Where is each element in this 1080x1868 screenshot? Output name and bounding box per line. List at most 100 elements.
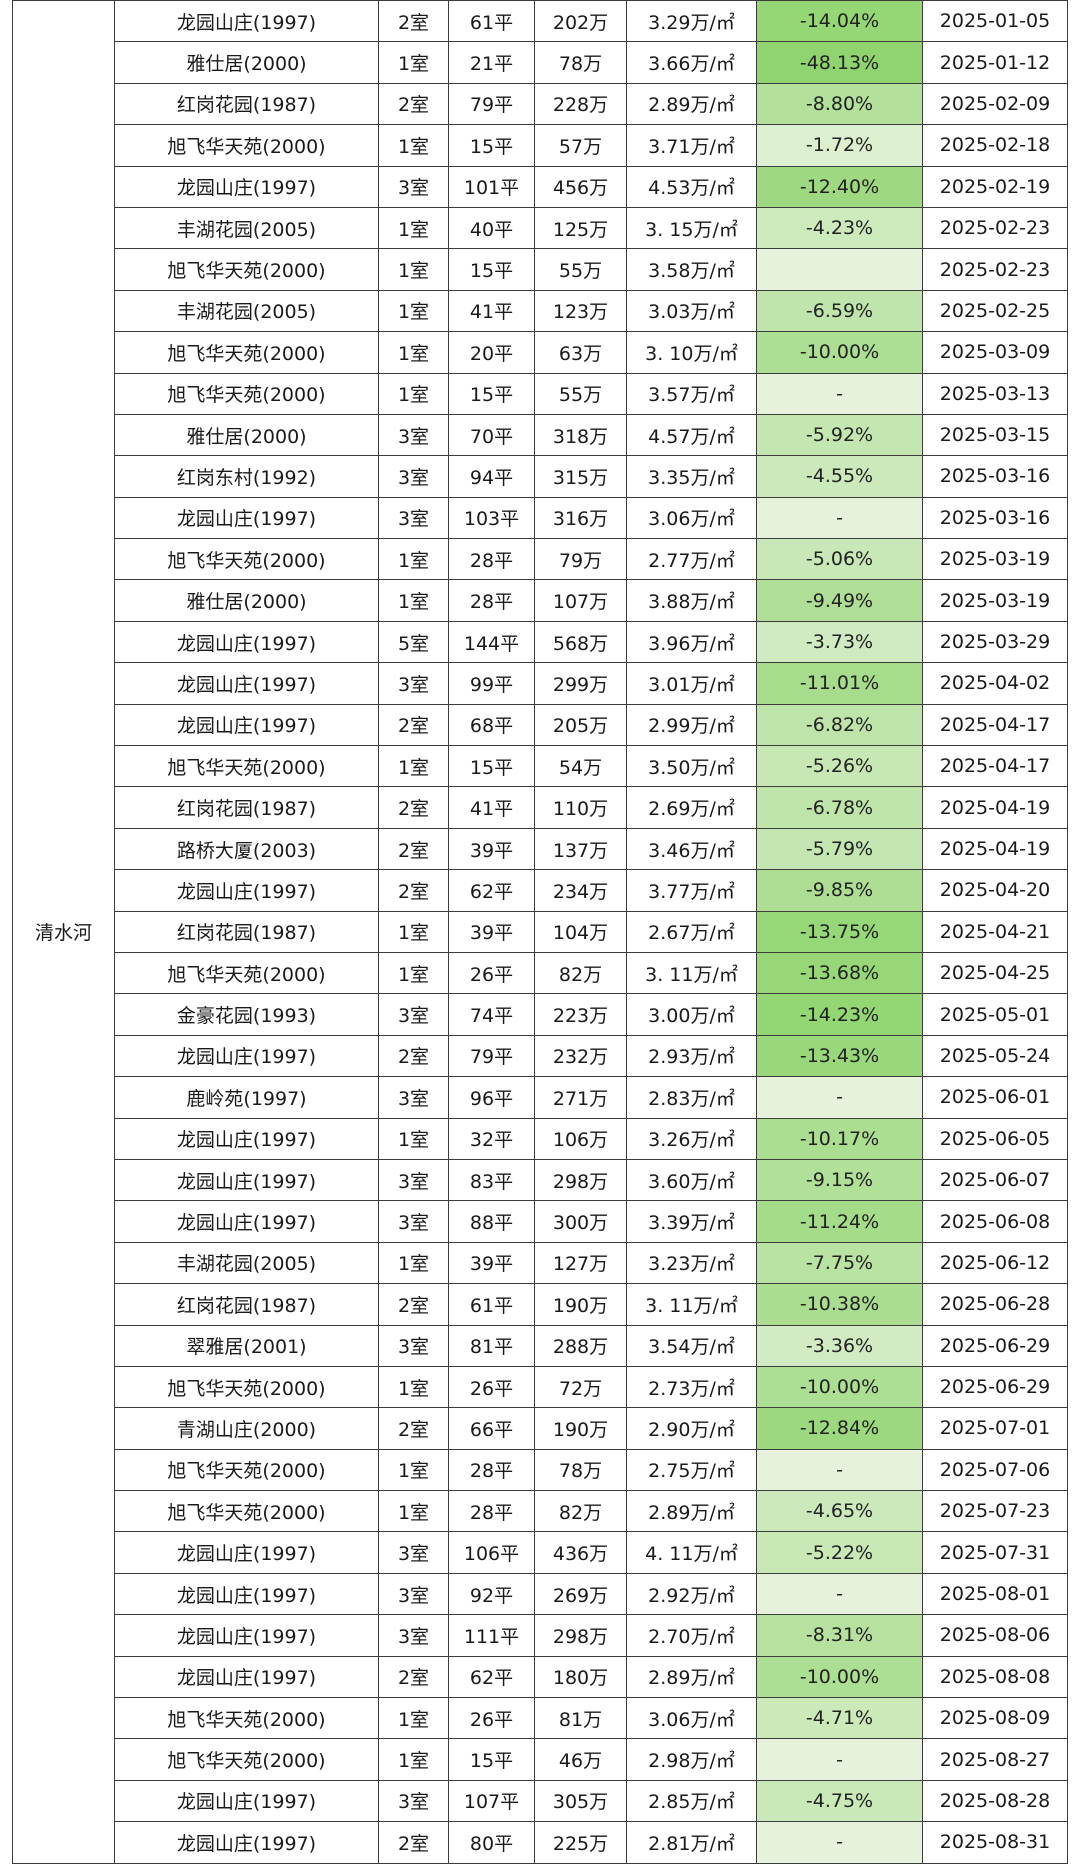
- price-change-cell: -5.06%: [756, 538, 923, 581]
- date-cell: 2025-02-19: [922, 165, 1068, 208]
- area-cell: 41平: [448, 289, 535, 333]
- area-cell: 41平: [448, 786, 535, 829]
- unit-price-cell: 2.89万/㎡: [626, 82, 757, 126]
- price-change-cell: -6.82%: [756, 703, 923, 747]
- price-change-cell: -: [756, 1076, 923, 1119]
- unit-price-cell: 2.98万/㎡: [626, 1738, 757, 1781]
- table-row: 旭飞华天苑(2000) 1室 28平 82万 2.89万/㎡ -4.65% 2025-07-…: [13, 1490, 1068, 1533]
- estate-cell: 红岗花园(1987): [114, 1283, 379, 1326]
- rooms-cell: 3室: [378, 496, 449, 540]
- price-change-cell: -5.79%: [756, 827, 923, 871]
- rooms-cell: 5室: [378, 620, 449, 664]
- unit-price-cell: 3.06万/㎡: [626, 496, 757, 540]
- estate-cell: 青湖山庄(2000): [114, 1407, 379, 1450]
- total-price-cell: 305万: [534, 1779, 627, 1823]
- estate-cell: 旭飞华天苑(2000): [114, 124, 379, 167]
- area-cell: 61平: [448, 0, 535, 43]
- area-cell: 62平: [448, 1655, 535, 1699]
- rooms-cell: 1室: [378, 41, 449, 84]
- total-price-cell: 300万: [534, 1200, 627, 1243]
- rooms-cell: 3室: [378, 1572, 449, 1616]
- date-cell: 2025-04-19: [922, 827, 1068, 871]
- total-price-cell: 316万: [534, 496, 627, 540]
- date-cell: 2025-04-25: [922, 951, 1068, 995]
- area-cell: 88平: [448, 1200, 535, 1243]
- rooms-cell: 3室: [378, 662, 449, 705]
- listings-table: 清水河 龙园山庄(1997) 2室 61平 202万 3.29万/㎡ -14.04% 2025…: [12, 0, 1068, 1864]
- total-price-cell: 234万: [534, 869, 627, 912]
- table-row: 雅仕居(2000) 3室 70平 318万 4.57万/㎡ -5.92% 2025-03-1…: [13, 413, 1068, 457]
- table-row: 红岗花园(1987) 2室 61平 190万 3. 11万/㎡ -10.38% 2025-0…: [13, 1283, 1068, 1326]
- table-row: 旭飞华天苑(2000) 1室 26平 72万 2.73万/㎡ -10.00% 2025-06…: [13, 1365, 1068, 1409]
- date-cell: 2025-08-06: [922, 1614, 1068, 1657]
- date-cell: 2025-02-09: [922, 82, 1068, 126]
- unit-price-cell: 3.96万/㎡: [626, 620, 757, 664]
- price-change-cell: -7.75%: [756, 1241, 923, 1285]
- date-cell: 2025-07-06: [922, 1448, 1068, 1492]
- date-cell: 2025-03-09: [922, 331, 1068, 374]
- area-cell: 40平: [448, 206, 535, 250]
- date-cell: 2025-03-16: [922, 496, 1068, 540]
- unit-price-cell: 3.88万/㎡: [626, 579, 757, 622]
- area-cell: 96平: [448, 1076, 535, 1119]
- price-change-cell: -: [756, 496, 923, 540]
- table-row: 清水河 龙园山庄(1997) 2室 61平 202万 3.29万/㎡ -14.04% 2025…: [12, 0, 1068, 1864]
- date-cell: 2025-02-23: [922, 248, 1068, 291]
- unit-price-cell: 2.83万/㎡: [626, 1076, 757, 1119]
- table-row: 雅仕居(2000) 1室 21平 78万 3.66万/㎡ -48.13% 2025-01-1…: [13, 41, 1068, 84]
- table-row: 龙园山庄(1997) 2室 80平 225万 2.81万/㎡ -2025-08-31: [13, 1821, 1068, 1864]
- date-cell: 2025-03-19: [922, 579, 1068, 622]
- total-price-cell: 436万: [534, 1531, 627, 1574]
- price-change-cell: -13.75%: [756, 910, 923, 953]
- table-row: 龙园山庄(1997) 3室 101平 456万 4.53万/㎡ -12.40% 2025-0…: [13, 165, 1068, 208]
- total-price-cell: 180万: [534, 1655, 627, 1699]
- date-cell: 2025-07-31: [922, 1531, 1068, 1574]
- price-change-cell: -11.01%: [756, 662, 923, 705]
- unit-price-cell: 3.66万/㎡: [626, 41, 757, 84]
- estate-cell: 旭飞华天苑(2000): [114, 1697, 379, 1740]
- unit-price-cell: 3.03万/㎡: [626, 289, 757, 333]
- estate-cell: 丰湖花园(2005): [114, 1241, 379, 1285]
- rooms-cell: 2室: [378, 786, 449, 829]
- rooms-cell: 1室: [378, 1738, 449, 1781]
- price-change-cell: -13.43%: [756, 1034, 923, 1078]
- price-change-cell: -10.00%: [756, 331, 923, 374]
- estate-cell: 旭飞华天苑(2000): [114, 248, 379, 291]
- estate-cell: 旭飞华天苑(2000): [114, 331, 379, 374]
- area-cell: 21平: [448, 41, 535, 84]
- area-cell: 28平: [448, 579, 535, 622]
- area-cell: 99平: [448, 662, 535, 705]
- area-cell: 39平: [448, 910, 535, 953]
- date-cell: 2025-07-23: [922, 1490, 1068, 1533]
- total-price-cell: 318万: [534, 413, 627, 457]
- rooms-cell: 1室: [378, 289, 449, 333]
- date-cell: 2025-03-15: [922, 413, 1068, 457]
- unit-price-cell: 2.99万/㎡: [626, 703, 757, 747]
- unit-price-cell: 2.75万/㎡: [626, 1448, 757, 1492]
- unit-price-cell: 2.89万/㎡: [626, 1655, 757, 1699]
- estate-cell: 旭飞华天苑(2000): [114, 1490, 379, 1533]
- total-price-cell: 298万: [534, 1158, 627, 1202]
- table-row: 龙园山庄(1997) 5室 144平 568万 3.96万/㎡ -3.73% 2025-03…: [13, 620, 1068, 664]
- price-change-cell: -12.40%: [756, 165, 923, 208]
- total-price-cell: 79万: [534, 538, 627, 581]
- price-change-cell: -: [756, 1448, 923, 1492]
- date-cell: 2025-05-24: [922, 1034, 1068, 1078]
- estate-cell: 龙园山庄(1997): [114, 1117, 379, 1160]
- price-change-cell: -12.84%: [756, 1407, 923, 1450]
- area-cell: 28平: [448, 1448, 535, 1492]
- rooms-cell: 2室: [378, 703, 449, 747]
- price-change-cell: -4.65%: [756, 1490, 923, 1533]
- total-price-cell: 202万: [534, 0, 627, 43]
- estate-cell: 丰湖花园(2005): [114, 206, 379, 250]
- estate-cell: 龙园山庄(1997): [114, 1034, 379, 1078]
- table-row: 龙园山庄(1997) 3室 83平 298万 3.60万/㎡ -9.15% 2025-06-…: [13, 1158, 1068, 1202]
- total-price-cell: 127万: [534, 1241, 627, 1285]
- date-cell: 2025-02-25: [922, 289, 1068, 333]
- price-change-cell: -6.59%: [756, 289, 923, 333]
- date-cell: 2025-08-09: [922, 1697, 1068, 1740]
- price-change-cell: -: [756, 1572, 923, 1616]
- date-cell: 2025-03-16: [922, 455, 1068, 498]
- total-price-cell: 54万: [534, 745, 627, 788]
